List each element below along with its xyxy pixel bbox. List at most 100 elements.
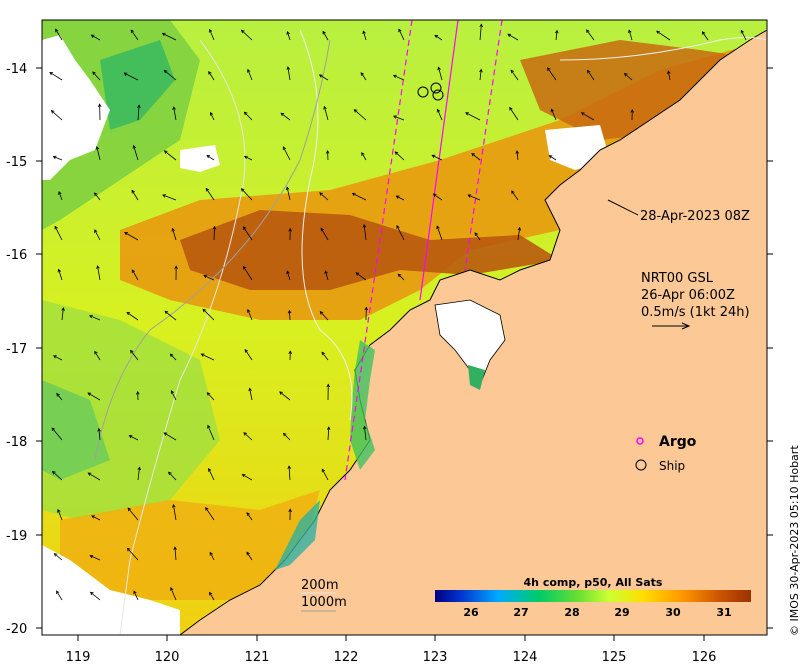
current-arrow-head — [208, 28, 213, 33]
current-arrow — [279, 391, 291, 401]
current-arrow — [437, 109, 443, 121]
current-arrow-head — [630, 109, 635, 113]
current-arrow — [209, 592, 215, 601]
current-arrow — [510, 69, 519, 81]
current-arrow — [241, 30, 253, 41]
current-arrow-head — [131, 189, 135, 194]
current-arrow-head — [208, 70, 212, 75]
current-arrow-head — [280, 112, 285, 117]
current-legend-time: 26-Apr 06:00Z — [641, 288, 735, 303]
current-arrow-head — [61, 307, 65, 311]
current-arrow — [507, 33, 519, 41]
current-arrow-head — [56, 392, 60, 397]
current-arrow — [286, 271, 291, 281]
current-arrow-head — [247, 308, 251, 313]
current-arrow-head — [507, 33, 511, 38]
current-arrow — [288, 466, 291, 481]
date-leader-line — [607, 199, 639, 216]
no-data-patch-nw — [42, 35, 110, 180]
current-arrow-head — [362, 30, 366, 35]
current-arrow — [124, 232, 139, 241]
current-arrow — [280, 112, 291, 121]
argo-label: Argo — [659, 434, 697, 450]
cool-water-patch-nw-core — [100, 40, 175, 130]
current-arrow-head — [163, 432, 168, 436]
current-arrow-head — [586, 29, 590, 34]
coastal-strip — [350, 340, 375, 470]
current-arrow — [91, 515, 101, 521]
colorbar: 4h comp, p50, All Sats 26 27 28 29 30 31 — [435, 576, 751, 619]
current-arrow — [360, 72, 367, 81]
current-arrow — [58, 191, 63, 201]
current-arrow — [127, 507, 139, 521]
current-arrow — [436, 226, 443, 241]
current-arrow — [173, 504, 177, 521]
track-date-label: 28-Apr-2023 08Z — [640, 209, 750, 224]
current-arrow-head — [395, 195, 400, 199]
current-arrow — [133, 145, 139, 161]
current-arrow-head — [286, 30, 290, 35]
current-arrow — [126, 312, 139, 321]
x-tick-label: 120 — [155, 650, 180, 665]
current-arrow — [361, 152, 367, 161]
current-arrow-head — [701, 31, 706, 35]
current-arrow — [289, 310, 291, 321]
x-tick-label: 121 — [245, 650, 270, 665]
current-arrow — [511, 190, 519, 201]
x-tick-label: 124 — [513, 650, 538, 665]
current-arrow-head — [394, 151, 399, 155]
current-arrow-head — [436, 108, 441, 113]
current-arrow-head — [431, 154, 436, 159]
current-arrow-head — [131, 269, 136, 273]
current-arrows — [49, 23, 747, 601]
current-arrow — [244, 155, 253, 161]
inlet-no-data — [434, 299, 506, 386]
current-arrow-head — [246, 551, 250, 556]
current-arrow-head — [246, 512, 250, 516]
current-arrow-head — [87, 472, 92, 476]
current-arrow-head — [286, 66, 291, 70]
current-arrow-head — [205, 506, 209, 511]
current-arrow-head — [97, 427, 101, 432]
map-plot-area — [42, 20, 767, 635]
current-arrow-head — [320, 227, 324, 232]
current-arrow — [170, 587, 177, 601]
current-arrow-head — [87, 392, 92, 396]
current-arrow-head — [212, 225, 217, 230]
current-arrow — [94, 229, 101, 241]
current-arrow-head — [326, 426, 331, 430]
bathy-200m — [119, 39, 246, 635]
current-arrow — [323, 106, 329, 121]
current-arrow — [208, 71, 215, 81]
current-arrow — [130, 350, 139, 361]
current-arrow — [89, 555, 101, 561]
current-arrow-head — [123, 72, 128, 76]
current-arrow — [164, 310, 177, 321]
current-arrow — [87, 392, 101, 401]
current-arrow — [127, 548, 139, 561]
bathy-contour-ne — [559, 37, 767, 61]
current-arrow-head — [58, 191, 62, 195]
current-arrow-head — [57, 268, 62, 273]
current-arrow — [363, 426, 367, 441]
current-arrow — [547, 67, 557, 81]
current-arrow — [394, 151, 405, 161]
current-arrow — [247, 69, 253, 81]
current-arrow — [49, 72, 63, 81]
current-arrow-head — [325, 150, 330, 154]
current-arrow — [393, 115, 405, 121]
y-tick-label: -14 — [6, 62, 27, 77]
current-arrow — [509, 107, 519, 121]
current-arrow-head — [587, 69, 591, 74]
current-arrow-head — [51, 470, 56, 475]
current-arrow — [438, 67, 443, 81]
current-arrow — [94, 192, 101, 201]
current-arrow-head — [479, 23, 483, 28]
current-arrow — [205, 507, 215, 521]
current-arrow-head — [130, 349, 134, 354]
current-arrow-head — [351, 192, 356, 197]
current-arrow-head — [163, 150, 168, 154]
current-arrow-head — [56, 590, 60, 595]
current-arrow — [319, 192, 329, 201]
current-arrow-head — [170, 390, 175, 394]
